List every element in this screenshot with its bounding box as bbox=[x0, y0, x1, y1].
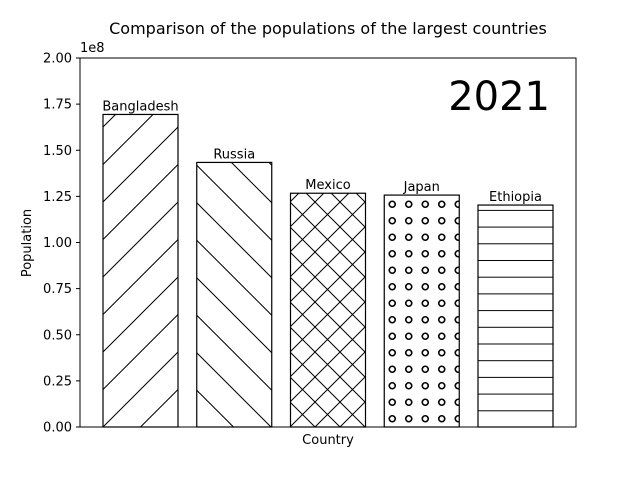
y-tick-label: 1.25 bbox=[43, 190, 72, 205]
y-tick-label: 0.50 bbox=[43, 328, 72, 343]
bar-label-russia: Russia bbox=[213, 147, 255, 162]
bars-layer bbox=[102, 113, 554, 428]
bar-label-mexico: Mexico bbox=[305, 178, 350, 193]
bar-hatch-ethiopia bbox=[477, 204, 554, 428]
y-ticks-layer: 0.00 0.25 0.50 0.75 1.00 1.25 1.50 1.75 2.00 bbox=[43, 52, 80, 436]
y-tick-label: 2.00 bbox=[43, 52, 72, 67]
bar-label-japan: Japan bbox=[403, 180, 440, 195]
y-offset-label: 1e8 bbox=[80, 41, 105, 56]
y-tick-label: 1.00 bbox=[43, 236, 72, 251]
y-tick-label: 0.25 bbox=[43, 374, 72, 389]
plot-frame bbox=[79, 57, 577, 428]
bar-labels-layer: Bangladesh Russia Mexico Japan Ethiopia bbox=[102, 99, 542, 205]
bar-hatch-bangladesh bbox=[102, 113, 179, 428]
bar-hatch-japan bbox=[383, 194, 460, 428]
y-tick-label: 1.50 bbox=[43, 144, 72, 159]
x-axis-label: Country bbox=[302, 433, 354, 448]
bar-hatch-mexico bbox=[289, 192, 367, 428]
bar-label-bangladesh: Bangladesh bbox=[102, 99, 178, 114]
chart-title: Comparison of the populations of the lar… bbox=[109, 19, 547, 38]
y-tick-label: 0.75 bbox=[43, 282, 72, 297]
y-tick-label: 1.75 bbox=[43, 98, 72, 113]
year-label: 2021 bbox=[448, 74, 550, 120]
bar-label-ethiopia: Ethiopia bbox=[489, 190, 542, 205]
y-axis-label: Population bbox=[20, 209, 35, 277]
y-tick-label: 0.00 bbox=[43, 421, 72, 436]
bar-hatch-russia bbox=[196, 161, 273, 428]
